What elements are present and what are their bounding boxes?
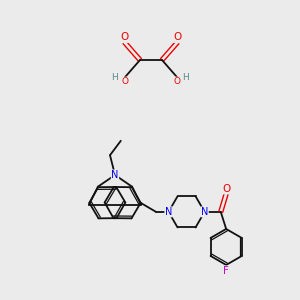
- Text: H: H: [111, 73, 118, 82]
- Text: O: O: [222, 184, 230, 194]
- Text: F: F: [223, 266, 229, 276]
- Text: N: N: [165, 207, 172, 217]
- Text: O: O: [121, 77, 128, 86]
- Text: O: O: [173, 32, 181, 42]
- Text: H: H: [182, 73, 189, 82]
- Text: N: N: [201, 207, 208, 217]
- Text: O: O: [174, 77, 181, 86]
- Text: O: O: [121, 32, 129, 42]
- Text: N: N: [111, 170, 119, 180]
